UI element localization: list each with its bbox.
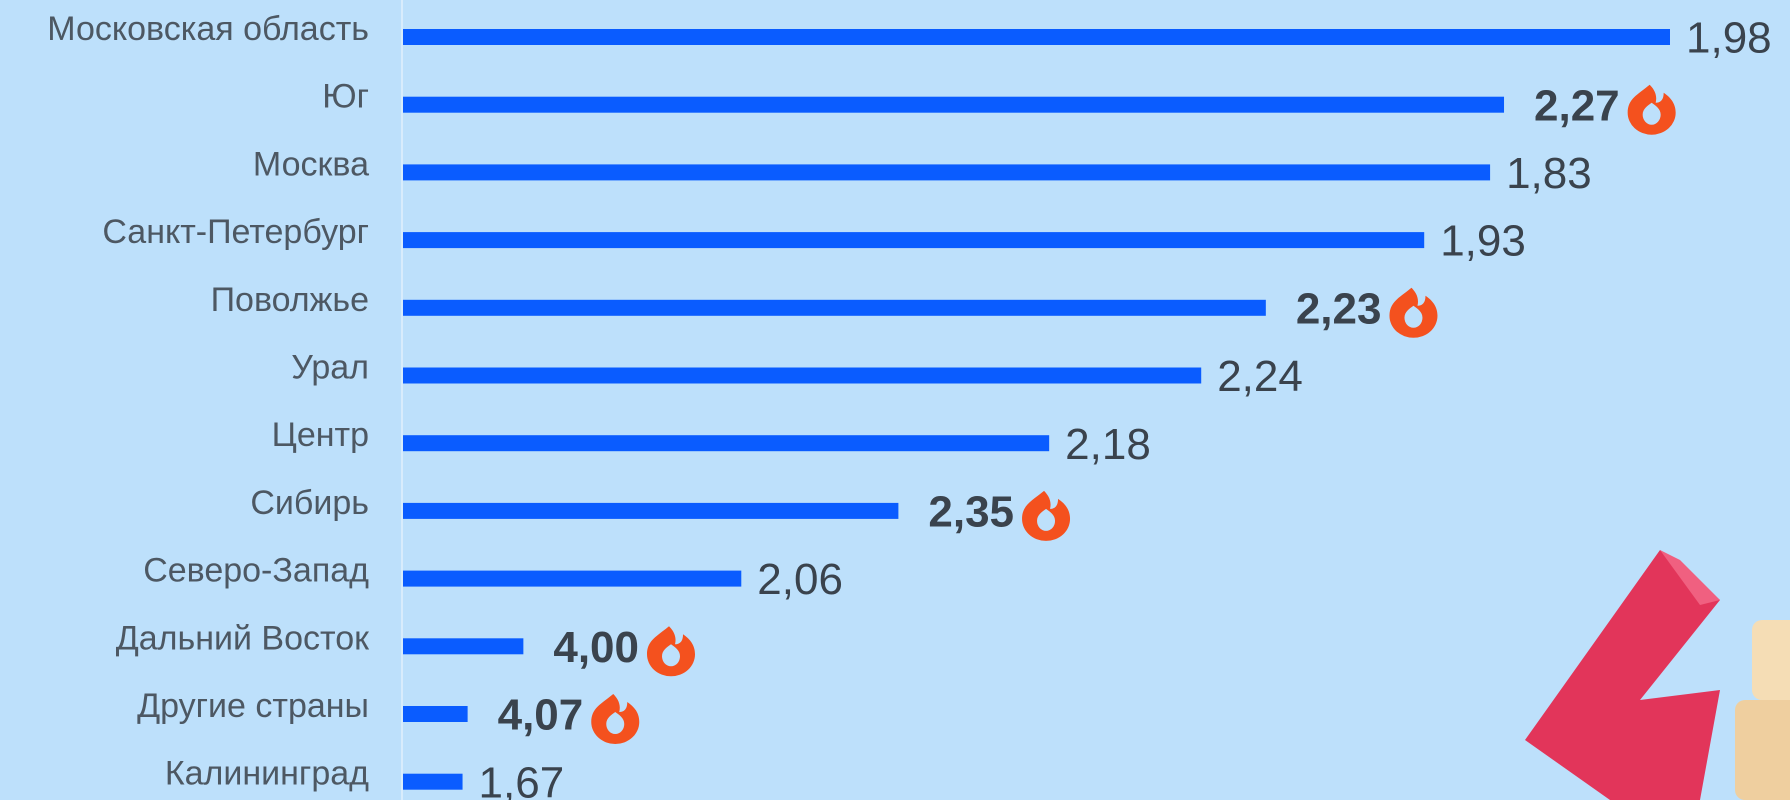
bar bbox=[403, 299, 1266, 316]
bar bbox=[403, 706, 468, 722]
category-label: Другие страны bbox=[137, 687, 369, 725]
bar bbox=[403, 502, 899, 519]
value-label: 2,24 bbox=[1217, 352, 1303, 401]
bar bbox=[403, 367, 1202, 384]
fire-icon bbox=[1627, 84, 1676, 135]
bar bbox=[403, 29, 1670, 45]
value-label: 1,93 bbox=[1440, 217, 1526, 266]
value-label: 2,27 bbox=[1534, 81, 1620, 130]
bar bbox=[403, 164, 1491, 181]
fire-icon bbox=[647, 626, 696, 677]
decoration bbox=[1525, 550, 1790, 800]
value-label: 2,23 bbox=[1296, 284, 1382, 333]
bar bbox=[403, 570, 742, 587]
category-label: Центр bbox=[272, 416, 369, 454]
category-label: Москва bbox=[253, 145, 369, 183]
value-label: 2,35 bbox=[928, 488, 1014, 537]
bar bbox=[403, 435, 1050, 452]
category-label: Юг bbox=[322, 78, 369, 116]
category-label: Поволжье bbox=[211, 281, 369, 319]
fire-icon bbox=[1022, 490, 1071, 541]
bar bbox=[403, 773, 463, 790]
value-label: 2,06 bbox=[757, 555, 843, 604]
fire-icon bbox=[1389, 287, 1438, 338]
value-label: 4,07 bbox=[498, 691, 584, 740]
category-label: Сибирь bbox=[250, 484, 369, 522]
bar bbox=[403, 96, 1505, 113]
category-label: Московская область bbox=[47, 10, 369, 48]
category-label: Калининград bbox=[165, 755, 369, 793]
bar bbox=[403, 638, 524, 655]
fire-icon bbox=[591, 694, 640, 745]
value-label: 1,98 bbox=[1686, 14, 1772, 63]
value-label: 4,00 bbox=[553, 623, 639, 672]
category-label: Санкт-Петербург bbox=[102, 213, 369, 251]
value-label: 1,67 bbox=[479, 758, 565, 800]
category-label: Урал bbox=[291, 348, 369, 386]
category-label: Дальний Восток bbox=[116, 619, 370, 657]
value-label: 2,18 bbox=[1065, 420, 1151, 469]
category-label: Северо-Запад bbox=[143, 552, 369, 590]
value-label: 1,83 bbox=[1506, 149, 1592, 198]
bar bbox=[403, 232, 1425, 249]
